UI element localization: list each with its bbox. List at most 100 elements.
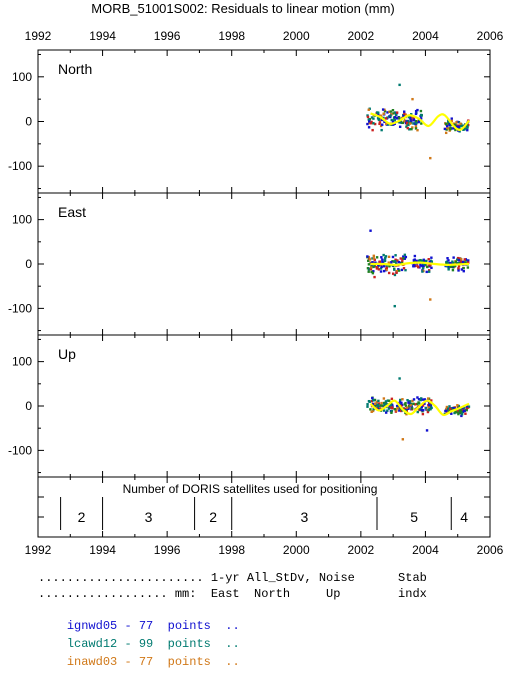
data-point <box>457 269 460 272</box>
data-point <box>428 264 431 267</box>
data-point <box>386 111 389 114</box>
data-point <box>464 412 467 415</box>
y-tick-label: 100 <box>12 355 32 369</box>
panel-label: East <box>58 204 86 220</box>
data-point <box>457 405 461 408</box>
data-point <box>398 400 402 404</box>
data-point <box>405 123 409 127</box>
data-point <box>416 108 419 112</box>
data-point <box>380 401 383 405</box>
data-point <box>377 399 380 403</box>
data-point <box>382 409 386 412</box>
data-point <box>407 123 410 127</box>
data-point <box>402 110 406 113</box>
data-point <box>373 264 376 268</box>
legend-name: inawd03 <box>66 655 118 669</box>
data-point <box>404 268 407 272</box>
data-point <box>376 405 380 408</box>
data-point <box>420 114 423 117</box>
data-point <box>444 122 448 126</box>
data-point <box>454 123 457 126</box>
legend-unit: points <box>167 637 211 651</box>
data-point <box>407 407 410 410</box>
satellite-caption: Number of DORIS satellites used for posi… <box>123 482 378 496</box>
data-point <box>419 109 423 113</box>
data-point <box>379 404 382 407</box>
data-point <box>388 110 391 114</box>
data-point <box>378 122 381 126</box>
data-point <box>414 109 418 113</box>
data-point <box>416 396 419 399</box>
data-point <box>372 117 375 120</box>
data-point <box>457 127 461 130</box>
data-point <box>420 408 423 412</box>
data-point <box>396 259 399 262</box>
data-point <box>453 407 456 410</box>
data-point <box>373 258 376 261</box>
data-point <box>374 404 377 407</box>
data-point <box>414 125 418 129</box>
x-tick-label-top: 1998 <box>218 29 245 43</box>
data-point <box>372 254 376 258</box>
data-point <box>452 122 456 125</box>
data-point <box>423 263 427 266</box>
data-point <box>454 128 457 132</box>
y-tick-label: 0 <box>25 399 32 413</box>
data-point <box>448 407 452 410</box>
data-point <box>399 404 403 408</box>
legend-row-inawd03: inawd03 - 77 points .. <box>38 641 240 683</box>
data-point <box>447 268 450 271</box>
data-point <box>380 265 383 269</box>
data-point <box>403 112 406 115</box>
data-point <box>403 403 407 406</box>
data-point <box>389 114 392 117</box>
data-point <box>372 270 375 273</box>
fit-curve <box>370 112 470 131</box>
data-point <box>426 265 429 269</box>
data-point <box>407 116 411 119</box>
data-point <box>393 260 396 263</box>
data-point <box>367 255 370 259</box>
data-point <box>444 131 448 135</box>
data-point <box>372 257 376 260</box>
data-point <box>421 265 425 269</box>
data-point <box>447 259 450 262</box>
x-tick-label-bottom: 2006 <box>477 543 504 557</box>
data-point <box>412 116 416 119</box>
data-point <box>426 397 430 400</box>
data-point <box>390 405 393 409</box>
data-point <box>406 398 409 402</box>
data-point <box>376 113 380 116</box>
data-point <box>448 123 451 127</box>
data-point <box>370 266 373 269</box>
data-point-outlier <box>429 298 432 301</box>
legend-row-ignwd05: ignwd05 - 77 points .. <box>38 605 240 647</box>
data-point <box>407 406 411 409</box>
data-point <box>392 123 395 126</box>
data-point <box>372 122 375 125</box>
data-point <box>448 405 451 408</box>
satellite-count: 4 <box>460 509 468 525</box>
data-point <box>400 268 404 272</box>
data-point <box>415 402 419 406</box>
residuals-figure: MORB_51001S002: Residuals to linear moti… <box>8 1 504 557</box>
data-point <box>445 264 448 268</box>
data-point <box>450 412 453 415</box>
data-point <box>402 114 406 117</box>
data-point <box>457 410 461 413</box>
data-point <box>407 404 411 408</box>
data-point <box>445 262 448 265</box>
data-point <box>419 263 422 267</box>
data-point <box>430 266 433 270</box>
data-point <box>404 255 408 259</box>
data-point <box>382 112 385 115</box>
x-tick-label-top: 2002 <box>348 29 375 43</box>
data-point <box>427 258 430 261</box>
data-point <box>454 410 457 413</box>
data-point <box>421 270 424 273</box>
data-point <box>393 117 396 121</box>
data-point <box>422 409 425 412</box>
y-tick-label: -100 <box>8 301 32 315</box>
data-point <box>465 125 469 128</box>
data-point <box>405 406 409 409</box>
